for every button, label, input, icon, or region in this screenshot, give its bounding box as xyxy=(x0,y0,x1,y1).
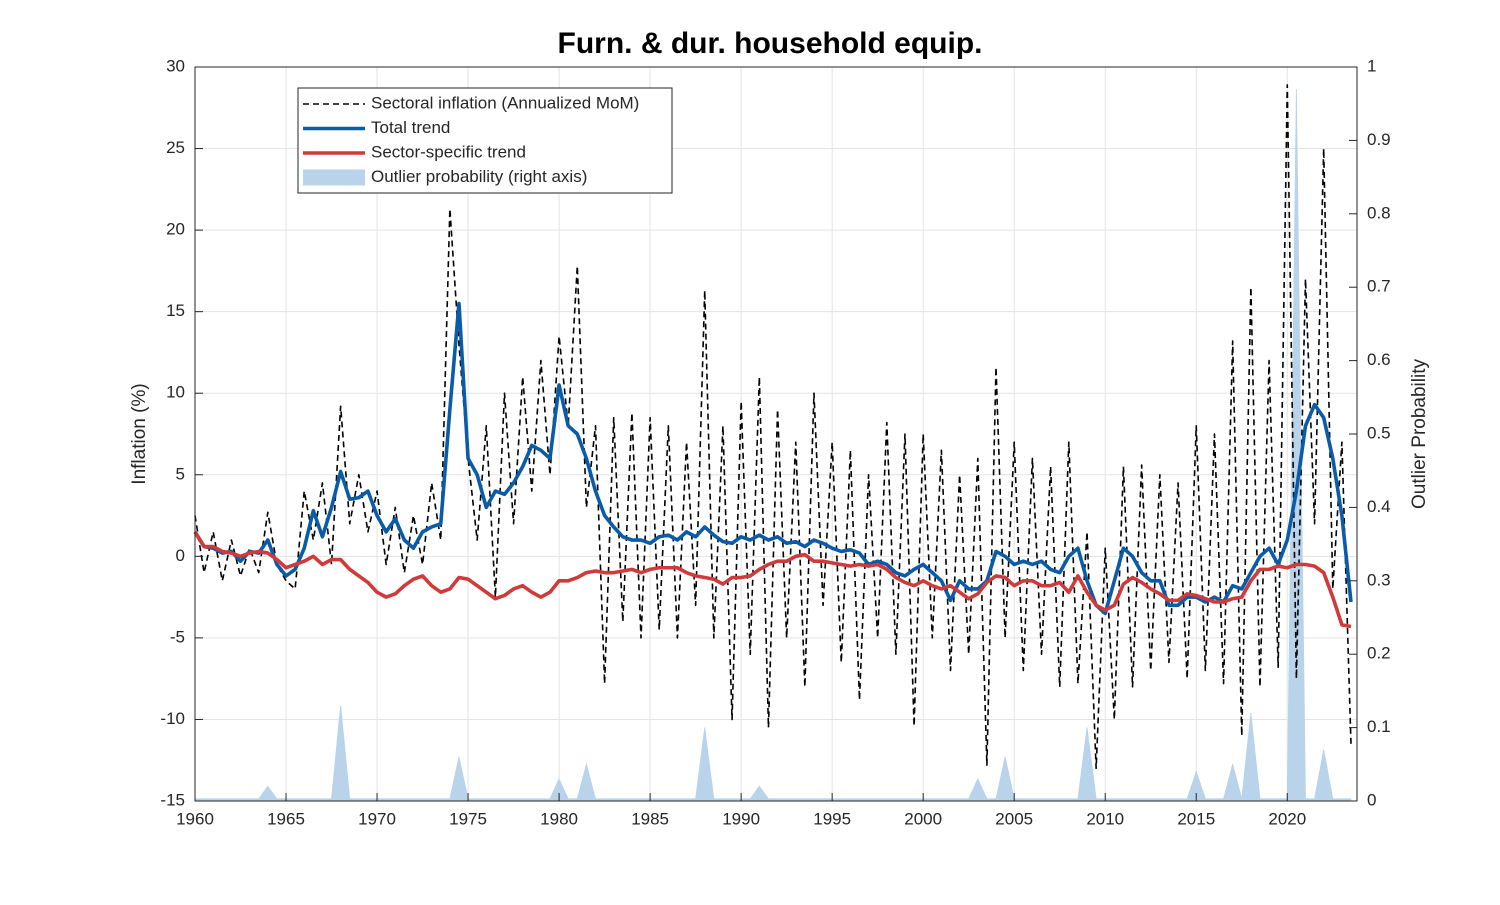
x-tick-label: 1990 xyxy=(722,809,760,828)
y-tick-label: 30 xyxy=(166,56,185,75)
x-tick-label: 1980 xyxy=(540,809,578,828)
x-tick-label: 1985 xyxy=(631,809,669,828)
y2-tick-label: 0.4 xyxy=(1367,497,1391,516)
legend-swatch xyxy=(303,169,365,186)
y2-tick-label: 0.5 xyxy=(1367,423,1391,442)
y-tick-label: -10 xyxy=(160,709,185,728)
legend-label: Sector-specific trend xyxy=(371,142,526,161)
plot-marks xyxy=(193,84,1353,802)
legend: Sectoral inflation (Annualized MoM) Total… xyxy=(297,87,673,194)
x-tick-label: 2020 xyxy=(1268,809,1306,828)
y-tick-label: 5 xyxy=(176,464,185,483)
chart-title: Furn. & dur. household equip. xyxy=(558,27,983,60)
y-tick-label: 15 xyxy=(166,301,185,320)
legend-label: Sectoral inflation (Annualized MoM) xyxy=(371,93,639,112)
x-tick-label: 2015 xyxy=(1177,809,1215,828)
y-tick-label: 20 xyxy=(166,220,185,239)
y2-tick-label: 0.1 xyxy=(1367,717,1391,736)
x-tick-label: 2005 xyxy=(995,809,1033,828)
y-axis-label: Inflation (%) xyxy=(129,383,150,484)
y2-tick-label: 0.9 xyxy=(1367,130,1391,149)
y-tick-label: 0 xyxy=(176,546,185,565)
legend-label: Total trend xyxy=(371,118,450,137)
outlier-area xyxy=(194,89,1352,802)
y-tick-label: -15 xyxy=(160,790,185,809)
y2-tick-label: 0.6 xyxy=(1367,350,1391,369)
y2-tick-label: 1 xyxy=(1367,56,1376,75)
y-tick-label: 10 xyxy=(166,383,185,402)
y2-tick-label: 0.8 xyxy=(1367,203,1391,222)
y2-tick-label: 0.7 xyxy=(1367,277,1391,296)
x-tick-label: 2010 xyxy=(1086,809,1124,828)
legend-label: Outlier probability (right axis) xyxy=(371,167,587,186)
x-tick-label: 2000 xyxy=(904,809,942,828)
trend-line xyxy=(193,530,1352,629)
y-tick-label: 25 xyxy=(166,138,185,157)
x-tick-label: 1960 xyxy=(176,809,214,828)
trend-line xyxy=(193,301,1353,616)
y2-tick-label: 0.2 xyxy=(1367,644,1391,663)
y2-axis-label: Outlier Probability xyxy=(1409,359,1430,509)
x-tick-label: 1975 xyxy=(449,809,487,828)
x-tick-label: 1995 xyxy=(813,809,851,828)
x-tick-label: 1965 xyxy=(267,809,305,828)
x-tick-label: 1970 xyxy=(358,809,396,828)
axes: 1960 1965 1970 1975 1980 1985 1990 1995 2000 2005… xyxy=(160,56,1390,828)
y-tick-label: -5 xyxy=(170,627,185,646)
y2-tick-label: 0 xyxy=(1367,790,1376,809)
y2-tick-label: 0.3 xyxy=(1367,570,1391,589)
dashed-line xyxy=(194,84,1352,770)
